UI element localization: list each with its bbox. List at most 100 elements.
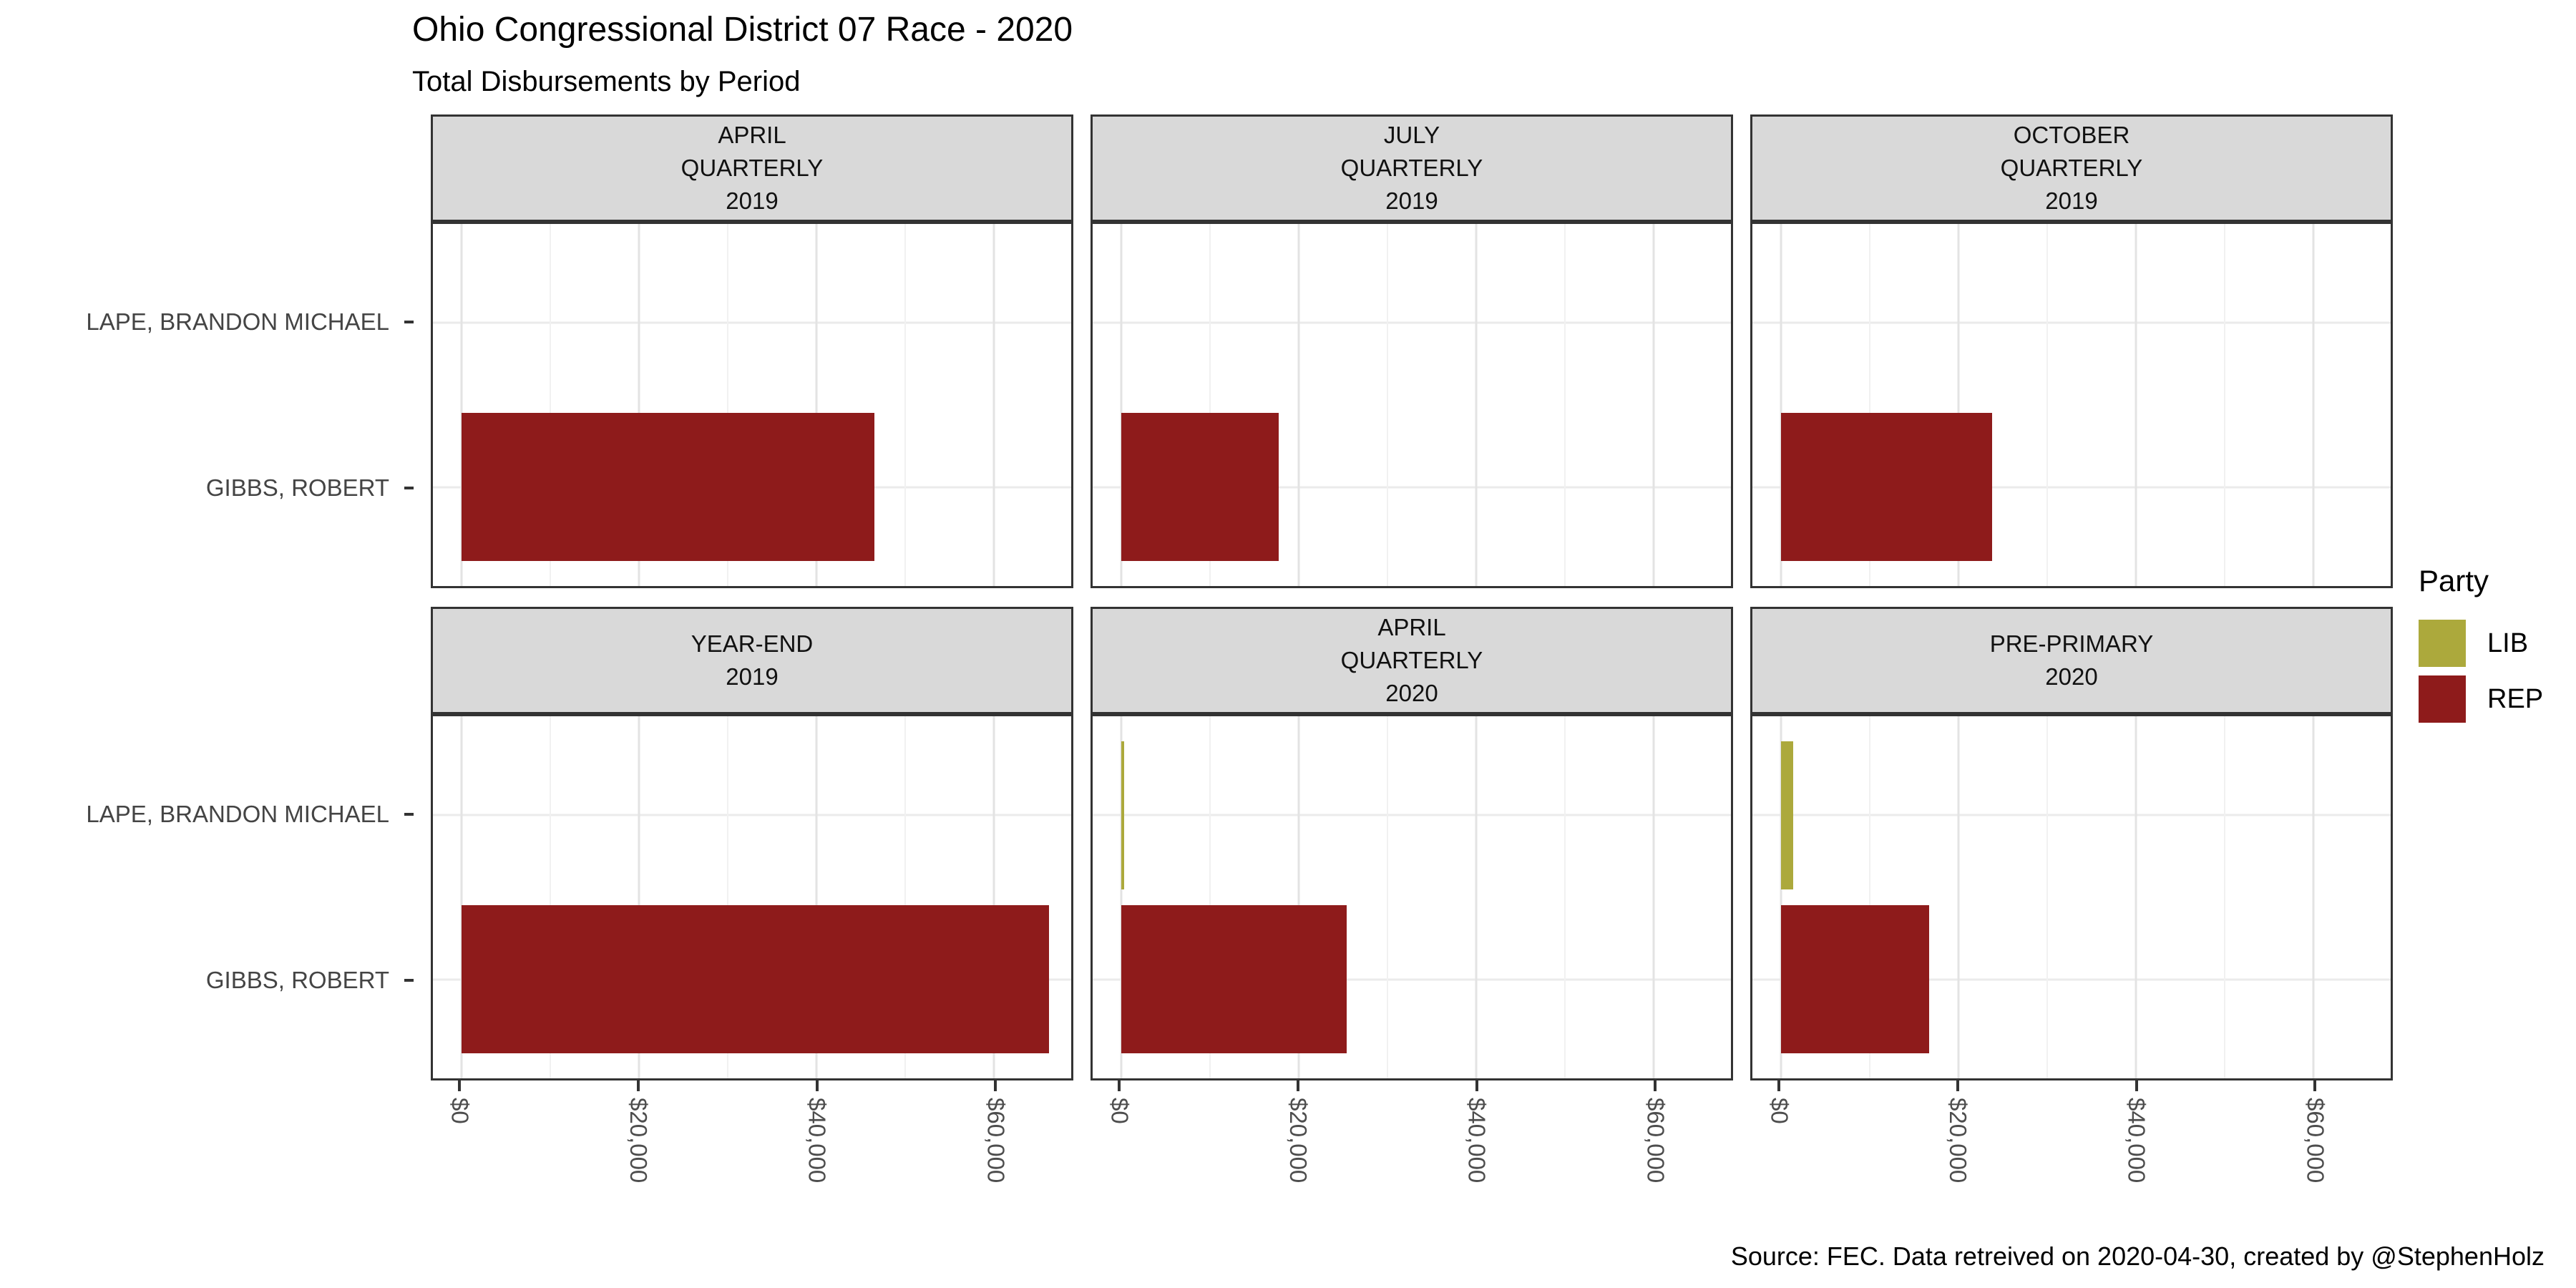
chart-title: Ohio Congressional District 07 Race - 20… bbox=[412, 11, 1073, 49]
legend-swatch-lib bbox=[2419, 620, 2466, 667]
legend-label-lib: LIB bbox=[2487, 628, 2529, 658]
vertical-gridline-major bbox=[2312, 716, 2315, 1078]
facet-strip-6: PRE-PRIMARY 2020 bbox=[1750, 607, 2393, 714]
vertical-gridline-minor bbox=[727, 716, 729, 1078]
x-axis-tick bbox=[994, 1080, 997, 1091]
vertical-gridline-major bbox=[992, 716, 995, 1078]
x-axis-tick bbox=[1956, 1080, 1960, 1091]
facet-strip-5: APRIL QUARTERLY 2020 bbox=[1091, 607, 1733, 714]
legend-items: LIB REP bbox=[2419, 620, 2543, 723]
legend-swatch-rep bbox=[2419, 675, 2466, 723]
horizontal-gridline bbox=[1093, 321, 1731, 324]
x-axis-tick bbox=[815, 1080, 819, 1091]
facet-strip-line: JULY bbox=[1383, 121, 1440, 148]
x-axis-label: $20,000 bbox=[625, 1098, 653, 1184]
legend-item-rep: REP bbox=[2419, 675, 2543, 723]
x-axis-tick bbox=[458, 1080, 462, 1091]
vertical-gridline-major bbox=[1652, 716, 1655, 1078]
x-axis-label: $20,000 bbox=[1945, 1098, 1972, 1184]
horizontal-gridline bbox=[1752, 486, 2391, 489]
vertical-gridline-major bbox=[1652, 224, 1655, 586]
x-axis-label: $60,000 bbox=[1642, 1098, 1669, 1184]
vertical-gridline-minor bbox=[1869, 224, 1871, 586]
horizontal-gridline bbox=[1752, 814, 2391, 816]
bar-rep bbox=[1781, 413, 1993, 562]
legend-item-lib: LIB bbox=[2419, 620, 2543, 667]
x-axis-label: $60,000 bbox=[982, 1098, 1010, 1184]
horizontal-gridline bbox=[1752, 321, 2391, 324]
y-axis-tick bbox=[404, 979, 414, 982]
bar-rep bbox=[462, 413, 874, 562]
x-axis-label: $40,000 bbox=[1463, 1098, 1491, 1184]
x-axis-tick bbox=[637, 1080, 640, 1091]
vertical-gridline-major bbox=[638, 224, 640, 586]
x-axis-label: $0 bbox=[1106, 1098, 1133, 1124]
facet-strip-line: 2019 bbox=[1385, 187, 1438, 215]
facet-strip-line: 2020 bbox=[2045, 663, 2098, 690]
facet-strip-line: OCTOBER bbox=[2013, 121, 2130, 148]
bar-rep bbox=[462, 905, 1049, 1054]
vertical-gridline-major bbox=[460, 224, 463, 586]
x-axis-tick bbox=[1118, 1080, 1121, 1091]
bar-rep bbox=[1781, 905, 1930, 1054]
bar-rep bbox=[1121, 413, 1279, 562]
facet-strip-line: APRIL bbox=[1377, 613, 1446, 640]
x-axis-col2: $0 $20,000 $40,000 $60,000 bbox=[1091, 1080, 1733, 1234]
bar-rep bbox=[1121, 905, 1347, 1054]
x-axis-tick bbox=[2135, 1080, 2138, 1091]
legend-title: Party bbox=[2419, 564, 2489, 597]
vertical-gridline-major bbox=[1780, 716, 1782, 1078]
vertical-gridline-minor bbox=[1209, 716, 1211, 1078]
vertical-gridline-major bbox=[815, 716, 818, 1078]
vertical-gridline-major bbox=[1957, 716, 1960, 1078]
vertical-gridline-major bbox=[638, 716, 640, 1078]
vertical-gridline-minor bbox=[1387, 716, 1389, 1078]
facet-strip-line: QUARTERLY bbox=[680, 154, 824, 181]
vertical-gridline-major bbox=[1957, 224, 1960, 586]
y-axis-labels-row2: LAPE, BRANDON MICHAEL GIBBS, ROBERT bbox=[0, 714, 414, 1080]
horizontal-gridline bbox=[1093, 486, 1731, 489]
x-axis-col3: $0 $20,000 $40,000 $60,000 bbox=[1750, 1080, 2393, 1234]
vertical-gridline-minor bbox=[550, 716, 552, 1078]
y-axis-label: GIBBS, ROBERT bbox=[205, 474, 389, 502]
facet-strip-line: YEAR-END bbox=[691, 630, 814, 657]
facet-panel-3 bbox=[1750, 222, 2393, 588]
vertical-gridline-major bbox=[992, 224, 995, 586]
vertical-gridline-minor bbox=[904, 224, 907, 586]
facet-strip-3: OCTOBER QUARTERLY 2019 bbox=[1750, 114, 2393, 222]
x-axis-label: $60,000 bbox=[2302, 1098, 2329, 1184]
chart-subtitle: Total Disbursements by Period bbox=[412, 66, 801, 97]
x-axis-tick bbox=[1475, 1080, 1478, 1091]
bar-lib bbox=[1781, 741, 1794, 889]
facet-strip-line: QUARTERLY bbox=[2000, 154, 2143, 181]
vertical-gridline-minor bbox=[2224, 716, 2226, 1078]
vertical-gridline-minor bbox=[2046, 224, 2049, 586]
facet-strip-line: QUARTERLY bbox=[1340, 646, 1483, 673]
vertical-gridline-major bbox=[2135, 224, 2137, 586]
y-axis-tick bbox=[404, 487, 414, 490]
x-axis-label: $0 bbox=[1766, 1098, 1793, 1124]
legend-label-rep: REP bbox=[2487, 683, 2544, 714]
bar-lib bbox=[1121, 741, 1125, 889]
vertical-gridline-major bbox=[1120, 716, 1123, 1078]
horizontal-gridline bbox=[1752, 978, 2391, 981]
facet-panel-6 bbox=[1750, 714, 2393, 1080]
facet-strip-line: 2019 bbox=[726, 187, 779, 215]
vertical-gridline-minor bbox=[904, 716, 907, 1078]
vertical-gridline-major bbox=[1120, 224, 1123, 586]
facet-panel-4 bbox=[431, 714, 1073, 1080]
x-axis-label: $40,000 bbox=[804, 1098, 831, 1184]
y-axis-tick bbox=[404, 320, 414, 323]
facet-grid: APRIL QUARTERLY 2019 LAPE, BRANDON MICHAEL G… bbox=[0, 114, 2393, 1234]
vertical-gridline-major bbox=[1780, 224, 1782, 586]
facet-strip-line: PRE-PRIMARY bbox=[1989, 630, 2154, 657]
facet-panel-2 bbox=[1091, 222, 1733, 588]
facet-strip-1: APRIL QUARTERLY 2019 bbox=[431, 114, 1073, 222]
vertical-gridline-minor bbox=[2046, 716, 2049, 1078]
y-axis-label: LAPE, BRANDON MICHAEL bbox=[86, 800, 389, 827]
x-axis-label: $40,000 bbox=[2123, 1098, 2150, 1184]
facet-strip-line: 2019 bbox=[2045, 187, 2098, 215]
vertical-gridline-minor bbox=[550, 224, 552, 586]
facet-strip-line: APRIL bbox=[718, 121, 786, 148]
